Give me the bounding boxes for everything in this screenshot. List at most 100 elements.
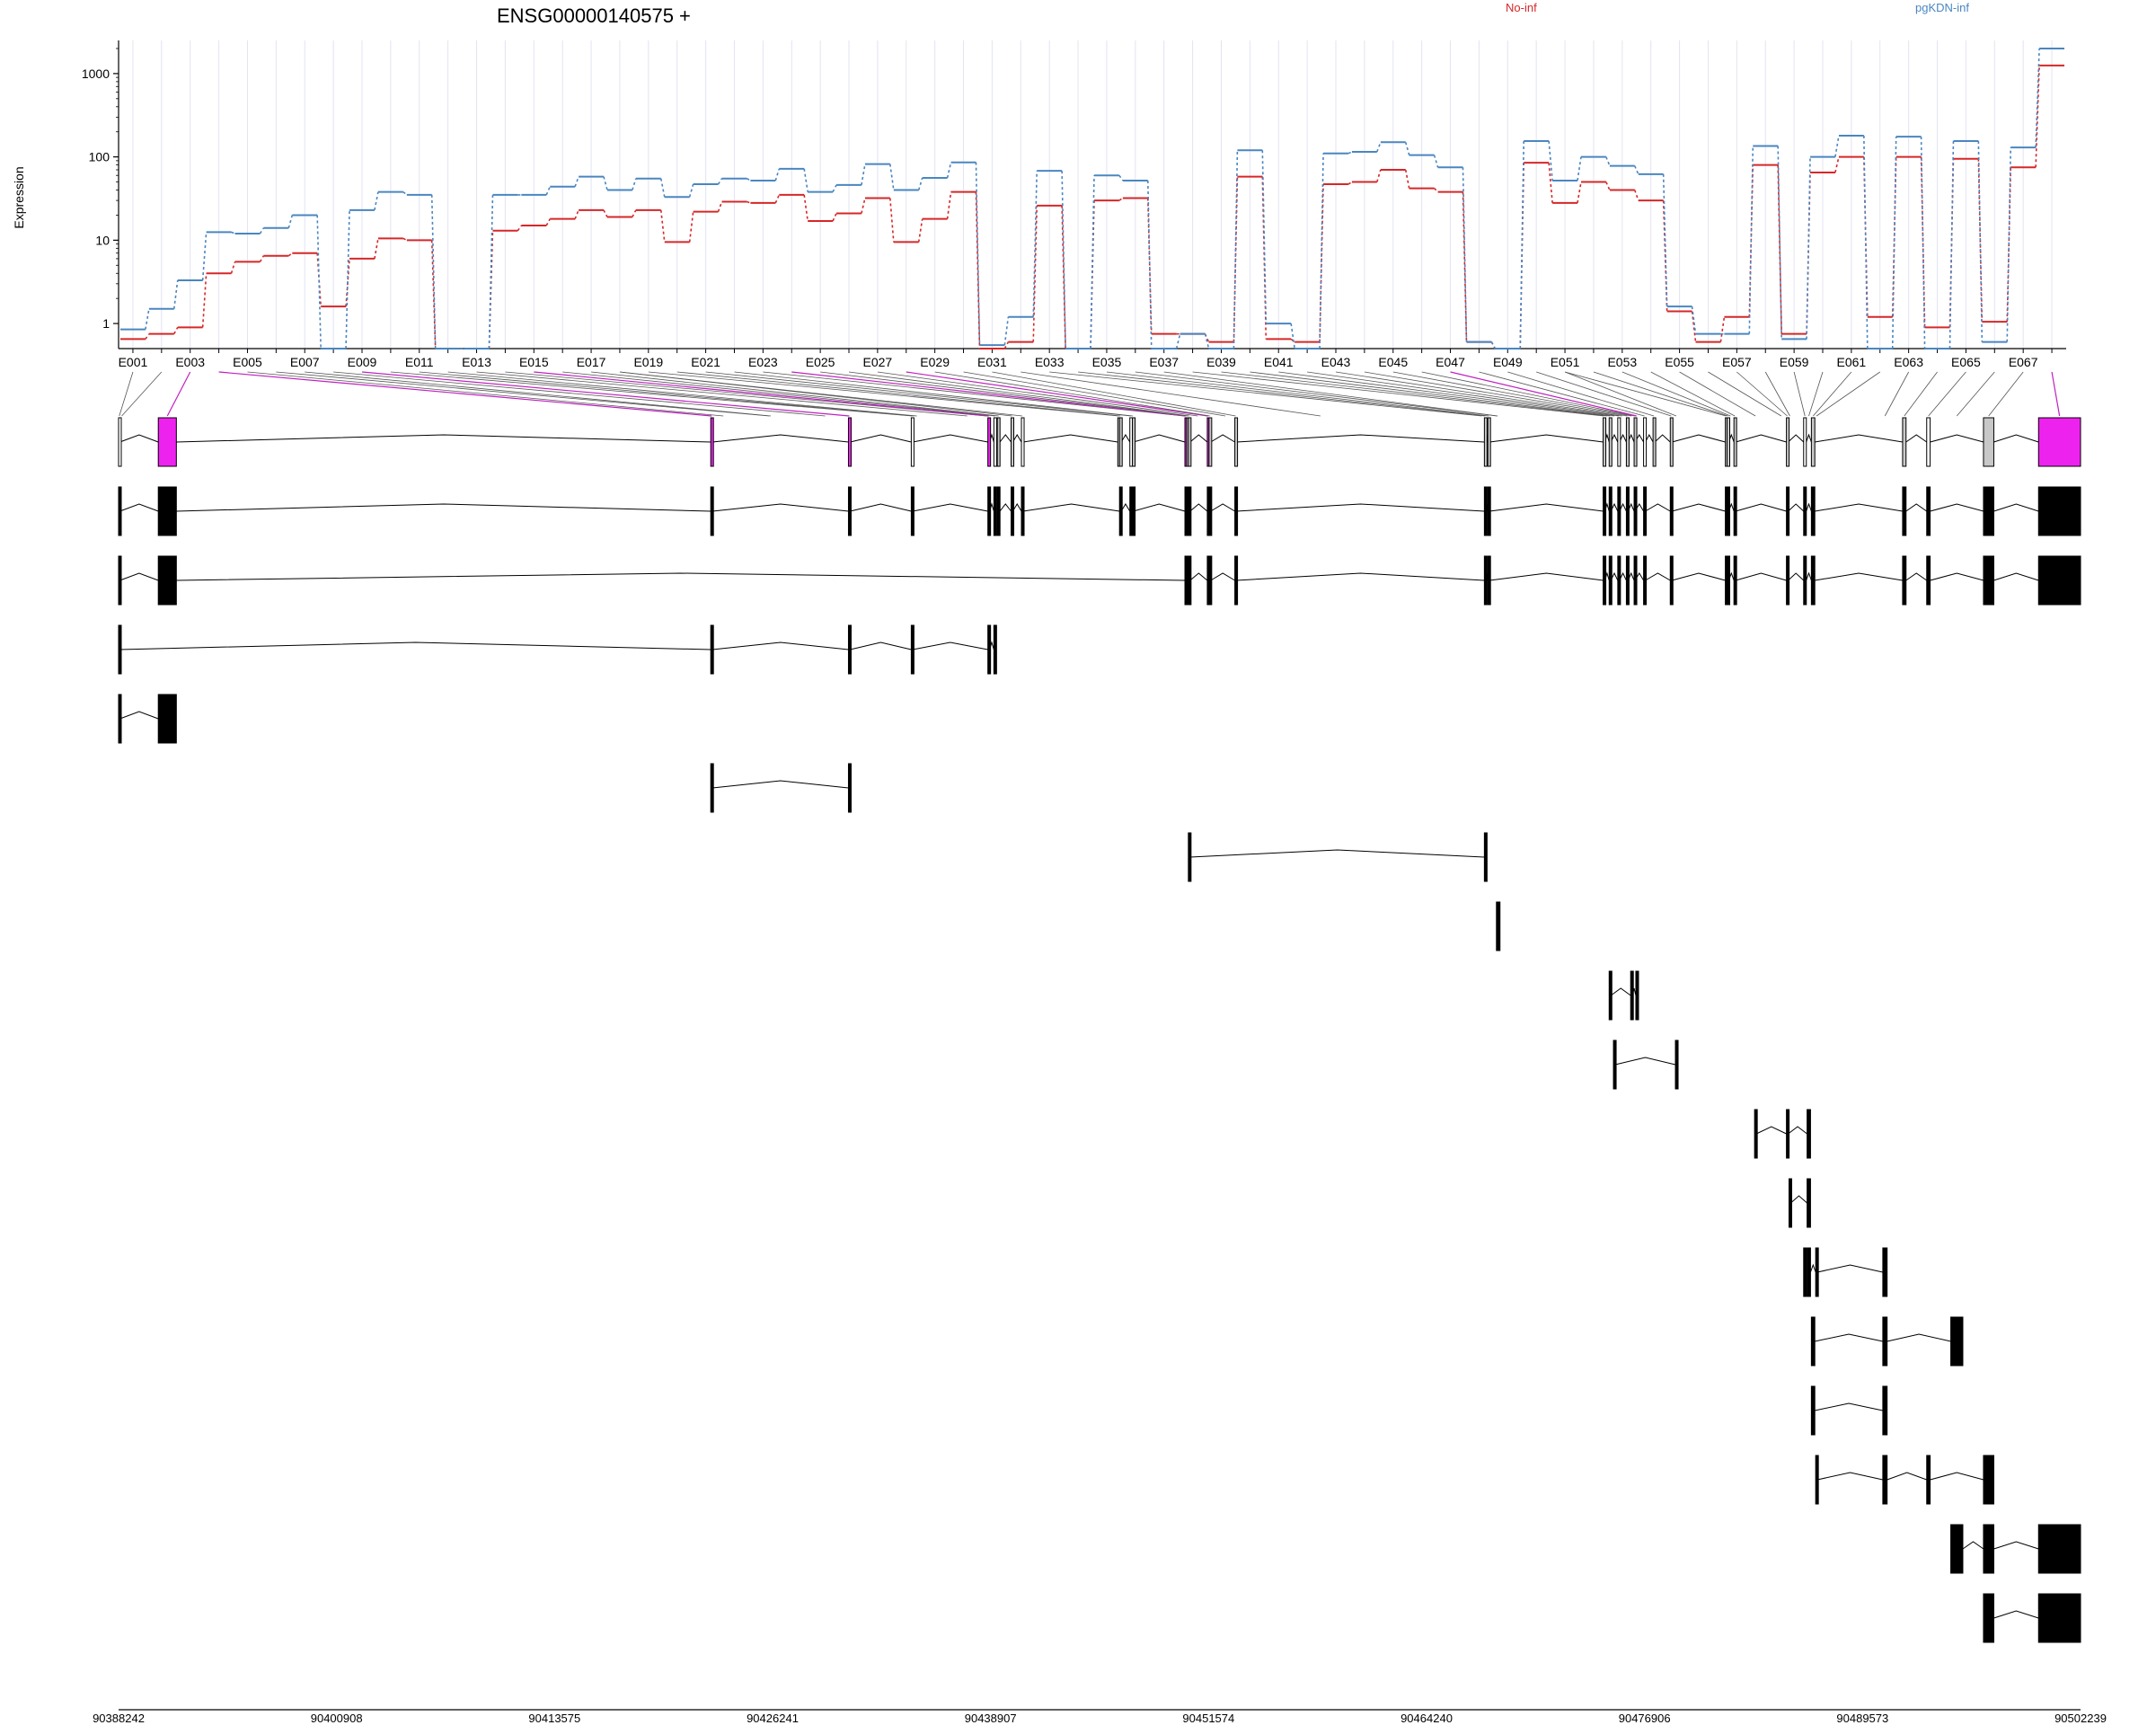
data-connector bbox=[1806, 156, 1811, 340]
y-axis-label: Expression bbox=[12, 166, 26, 228]
intron bbox=[1645, 503, 1671, 512]
exon-block bbox=[1483, 486, 1488, 536]
exon-connector bbox=[447, 371, 917, 417]
exon-connector bbox=[1106, 371, 1489, 417]
exon-block bbox=[910, 486, 915, 536]
x-tick-label: E041 bbox=[1264, 355, 1294, 369]
exon-block bbox=[1188, 486, 1192, 536]
data-connector bbox=[1634, 190, 1639, 201]
intron bbox=[712, 641, 849, 650]
data-connector bbox=[1348, 151, 1353, 155]
exon-block bbox=[1208, 486, 1213, 536]
data-connector bbox=[889, 164, 895, 190]
exon-block bbox=[1625, 486, 1630, 536]
exon-block bbox=[1603, 417, 1607, 467]
data-connector bbox=[1719, 316, 1726, 342]
data-connector bbox=[545, 218, 551, 226]
data-connector bbox=[603, 209, 608, 217]
exon-connector bbox=[1808, 371, 1824, 417]
data-connector bbox=[1003, 341, 1010, 349]
intron bbox=[1806, 433, 1812, 443]
data-connector bbox=[430, 194, 437, 349]
legend-no-inf: No-inf bbox=[1506, 1, 1537, 14]
exon-block bbox=[1882, 1455, 1888, 1505]
data-connector bbox=[2035, 65, 2040, 168]
transcript-row bbox=[1496, 901, 1501, 951]
exon-block bbox=[1926, 417, 1931, 467]
exon-block bbox=[2037, 417, 2081, 467]
exon-block bbox=[1983, 486, 1994, 536]
exon-block bbox=[993, 624, 997, 675]
intron bbox=[1905, 572, 1928, 581]
data-connector bbox=[172, 279, 179, 309]
x-tick-label: E031 bbox=[977, 355, 1007, 369]
transcript-row bbox=[1613, 1039, 1679, 1090]
exon-block bbox=[1643, 417, 1648, 467]
intron bbox=[176, 434, 711, 443]
data-connector bbox=[1032, 205, 1038, 342]
data-connector bbox=[774, 168, 781, 181]
data-connector bbox=[1548, 163, 1553, 203]
exon-block bbox=[1882, 1385, 1888, 1436]
series-no-inf bbox=[120, 64, 2064, 349]
intron bbox=[1735, 503, 1787, 512]
exon-block bbox=[1021, 417, 1025, 467]
exon-block bbox=[996, 486, 1001, 536]
exon-block bbox=[1983, 1524, 1994, 1574]
data-connector bbox=[803, 168, 808, 192]
x-tick-label: E051 bbox=[1551, 355, 1580, 369]
data-connector bbox=[946, 191, 952, 219]
data-connector bbox=[1204, 333, 1210, 349]
intron bbox=[1886, 1472, 1927, 1481]
exon-block bbox=[1608, 555, 1613, 606]
data-connector bbox=[1577, 156, 1582, 181]
data-connector bbox=[717, 201, 723, 212]
data-connector bbox=[173, 326, 179, 335]
exon-block bbox=[1803, 555, 1807, 606]
intron bbox=[1993, 503, 2039, 512]
exon-block bbox=[847, 486, 852, 536]
exon-block bbox=[1608, 417, 1613, 467]
x-tick-label: E011 bbox=[405, 355, 434, 369]
exon-connector bbox=[1679, 371, 1756, 417]
exon-connector bbox=[676, 371, 1121, 417]
exon-block bbox=[1483, 832, 1488, 882]
exon-block bbox=[118, 555, 122, 606]
data-connector bbox=[889, 198, 895, 243]
intron bbox=[1022, 434, 1118, 443]
exon-block bbox=[1234, 486, 1239, 536]
exon-block bbox=[987, 417, 992, 467]
intron bbox=[1962, 1541, 1984, 1550]
exon-connector bbox=[1956, 371, 1995, 417]
legend-pgkdn-inf: pgKDN-inf bbox=[1915, 1, 1969, 14]
exon-connector bbox=[1479, 371, 1645, 417]
data-connector bbox=[1348, 181, 1353, 185]
exon-block bbox=[1011, 486, 1015, 536]
data-connector bbox=[803, 194, 808, 222]
intron bbox=[1993, 1610, 2039, 1619]
exon-block bbox=[1652, 417, 1657, 467]
exon-connector bbox=[791, 371, 1186, 417]
exon-block bbox=[1497, 901, 1501, 951]
exon-block bbox=[118, 624, 122, 675]
exon-connector bbox=[1021, 371, 1321, 417]
data-connector bbox=[774, 194, 781, 204]
exon-block bbox=[1902, 417, 1907, 467]
data-connector bbox=[1691, 311, 1697, 342]
data-connector bbox=[1605, 156, 1611, 166]
exon-connector bbox=[119, 371, 134, 417]
exon-block bbox=[1926, 1455, 1931, 1505]
exon-block bbox=[1882, 1316, 1888, 1367]
exon-connector bbox=[505, 371, 986, 417]
x-tick-label: E057 bbox=[1722, 355, 1752, 369]
exon-connector bbox=[305, 371, 772, 417]
x-tick-label: E027 bbox=[863, 355, 893, 369]
exon-block bbox=[1635, 970, 1639, 1021]
x-tick-label: E021 bbox=[691, 355, 720, 369]
data-connector bbox=[1433, 155, 1439, 168]
intron bbox=[1210, 572, 1235, 581]
transcript-row bbox=[1810, 1316, 1964, 1367]
data-connector bbox=[688, 183, 694, 198]
data-connector bbox=[1863, 135, 1869, 349]
exon-connector bbox=[534, 371, 989, 417]
